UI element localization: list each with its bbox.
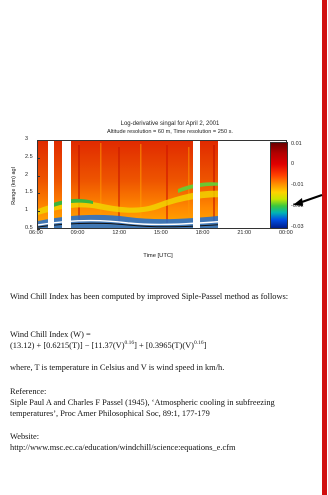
paragraph-intro: Wind Chill Index has been computed by im… <box>10 292 289 301</box>
y-tick-label: 0.5 <box>25 225 33 231</box>
red-margin-rule <box>322 0 327 495</box>
figure-subtitle: Altitude resolution = 60 m, Time resolut… <box>107 129 233 135</box>
x-tick-label: 12:00 <box>112 230 127 236</box>
y-tick-label: 3 <box>25 136 29 142</box>
formula-part: ] + [0.3965(T)(V) <box>134 340 194 350</box>
formula-part: ] <box>203 340 207 350</box>
y-tick-mark <box>37 157 40 159</box>
arrow-left-icon <box>293 194 323 206</box>
formula-exponent: 0.16 <box>193 339 204 346</box>
colorbar-label: -0.03 <box>291 224 304 230</box>
x-tick-label: 15:00 <box>154 230 168 236</box>
reference-citation: Siple Paul A and Charles F Passel (1945)… <box>10 397 275 418</box>
website-url[interactable]: http://www.msc.ec.ca/education/windchill… <box>10 442 236 452</box>
colorbar-label: -0.01 <box>291 182 304 188</box>
formula-heading: Wind Chill Index (W) = <box>10 330 91 339</box>
boundary-layer-green <box>48 198 93 209</box>
colorbar-label: 0.01 <box>291 141 302 147</box>
formula-part: (13.12) + [0.6215(T)] − [11.37(V) <box>10 340 125 350</box>
colorbar <box>270 142 288 229</box>
y-tick-mark <box>37 193 40 195</box>
reference-block: Reference: Siple Paul A and Charles F Pa… <box>10 387 315 420</box>
y-tick-mark <box>37 211 40 213</box>
x-tick-label: 06:00 <box>29 230 43 236</box>
data-gap-3 <box>193 141 200 228</box>
formula-exponent: 0.16 <box>124 339 135 346</box>
lidar-figure: Log-derivative singal for April 2, 2001 … <box>11 121 323 259</box>
data-gap-2 <box>62 141 71 228</box>
y-tick-mark <box>37 229 40 230</box>
formula-expression: (13.12) + [0.6215(T)] − [11.37(V)0.16] +… <box>10 339 315 352</box>
y-tick-label: 1 <box>25 207 29 214</box>
y-axis-label: Range (km) agl <box>11 167 17 205</box>
formula-block: Wind Chill Index (W) = (13.12) + [0.6215… <box>10 330 315 352</box>
x-tick-label: 00:00 <box>279 230 293 236</box>
figure-title: Log-derivative singal for April 2, 2001 <box>120 121 220 127</box>
x-tick-label: 18:00 <box>195 230 210 236</box>
colorbar-label: -0.02 <box>291 203 304 209</box>
reference-heading: Reference: <box>10 387 47 396</box>
x-axis-label: Time [UTC] <box>143 253 173 259</box>
y-tick-mark <box>37 175 40 177</box>
cloud-layer-green <box>178 182 223 193</box>
y-tick-mark <box>37 140 40 141</box>
heatmap-plot <box>37 140 287 229</box>
colorbar-label: 0 <box>291 161 295 167</box>
paragraph-variables: where, T is temperature in Celsius and V… <box>10 363 225 372</box>
surface-layer-blue <box>38 214 228 228</box>
data-gap-1 <box>48 141 54 228</box>
y-tick-label: 2.5 <box>25 153 33 160</box>
x-tick-label: 09:00 <box>70 230 85 236</box>
y-tick-label: 2 <box>25 171 29 178</box>
y-tick-label: 1.5 <box>25 189 33 196</box>
x-tick-label: 21:00 <box>237 230 252 236</box>
heatmap-svg <box>38 141 286 228</box>
website-block: Website: http://www.msc.ec.ca/education/… <box>10 432 315 454</box>
website-heading: Website: <box>10 432 40 441</box>
boundary-layer-yellow <box>38 190 228 215</box>
